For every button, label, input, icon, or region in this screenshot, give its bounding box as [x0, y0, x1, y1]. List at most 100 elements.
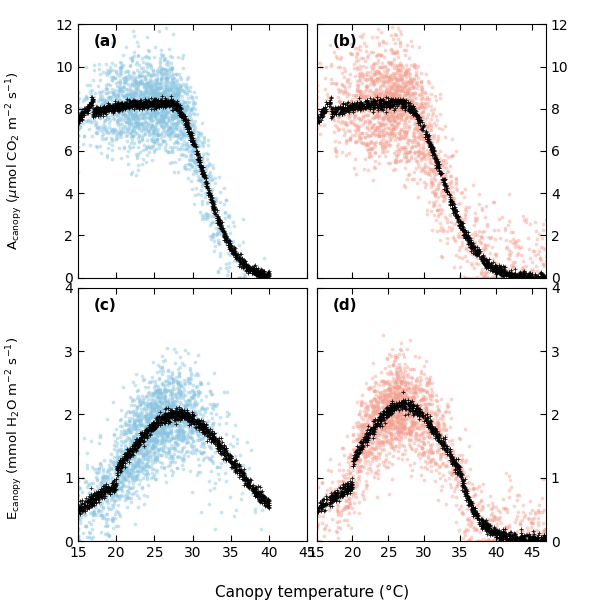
Point [518, 273, 527, 283]
Point [97, 106, 106, 116]
Point [116, 477, 126, 487]
Point [119, 50, 128, 60]
Point [179, 86, 189, 96]
Point [364, 98, 373, 108]
Point [425, 118, 434, 128]
Point [150, 454, 160, 463]
Point [466, 496, 475, 506]
Point [435, 437, 445, 447]
Point [418, 165, 428, 175]
Point [385, 405, 394, 415]
Point [442, 167, 452, 177]
Point [110, 104, 119, 114]
Point [370, 434, 380, 443]
Point [262, 496, 272, 506]
Point [105, 94, 115, 103]
Point [158, 117, 168, 126]
Point [151, 440, 161, 450]
Point [434, 428, 444, 438]
Point [134, 100, 144, 109]
Point [463, 471, 472, 480]
Point [79, 107, 88, 117]
Point [499, 523, 508, 533]
Point [382, 107, 391, 117]
Point [343, 478, 352, 488]
Point [356, 104, 366, 114]
Point [419, 416, 429, 426]
Point [385, 398, 395, 407]
Point [155, 366, 164, 376]
Point [404, 170, 413, 179]
Point [158, 93, 167, 103]
Point [393, 108, 403, 117]
Point [431, 156, 440, 166]
Point [385, 423, 394, 433]
Point [512, 270, 522, 280]
Point [193, 127, 203, 137]
Point [161, 355, 170, 365]
Point [116, 112, 125, 122]
Point [535, 273, 544, 283]
Point [375, 97, 385, 107]
Point [173, 405, 183, 415]
Point [94, 464, 104, 474]
Point [154, 430, 164, 440]
Point [362, 432, 372, 441]
Point [130, 105, 139, 114]
Point [498, 527, 508, 537]
Point [73, 508, 83, 518]
Point [151, 420, 161, 430]
Point [154, 98, 163, 108]
Point [149, 418, 159, 427]
Point [144, 77, 154, 86]
Point [539, 526, 548, 536]
Point [170, 131, 179, 140]
Point [184, 416, 194, 426]
Point [367, 137, 376, 147]
Point [76, 122, 85, 132]
Point [120, 461, 130, 471]
Point [206, 434, 215, 444]
Point [73, 476, 83, 486]
Point [83, 108, 92, 118]
Point [250, 483, 260, 492]
Point [353, 449, 363, 458]
Point [188, 415, 198, 424]
Point [127, 81, 136, 91]
Point [473, 536, 482, 546]
Point [398, 102, 408, 112]
Point [514, 273, 524, 283]
Point [182, 410, 192, 420]
Point [133, 439, 143, 449]
Point [165, 385, 175, 395]
Point [414, 162, 424, 171]
Point [209, 401, 218, 411]
Point [385, 140, 395, 150]
Point [394, 364, 404, 373]
Point [365, 148, 375, 157]
Point [160, 78, 169, 88]
Point [410, 60, 420, 70]
Point [146, 116, 155, 125]
Point [412, 403, 421, 413]
Point [117, 481, 127, 491]
Point [256, 483, 265, 492]
Point [502, 536, 511, 546]
Point [123, 67, 133, 77]
Point [377, 102, 387, 111]
Point [381, 97, 391, 107]
Point [201, 420, 211, 429]
Point [410, 132, 420, 142]
Point [412, 444, 421, 454]
Point [427, 406, 436, 416]
Point [178, 106, 188, 116]
Point [342, 102, 352, 112]
Point [345, 536, 355, 546]
Point [142, 415, 152, 425]
Point [385, 111, 395, 121]
Point [368, 97, 378, 106]
Point [385, 370, 394, 379]
Point [388, 401, 398, 410]
Point [157, 94, 167, 104]
Point [416, 77, 426, 87]
